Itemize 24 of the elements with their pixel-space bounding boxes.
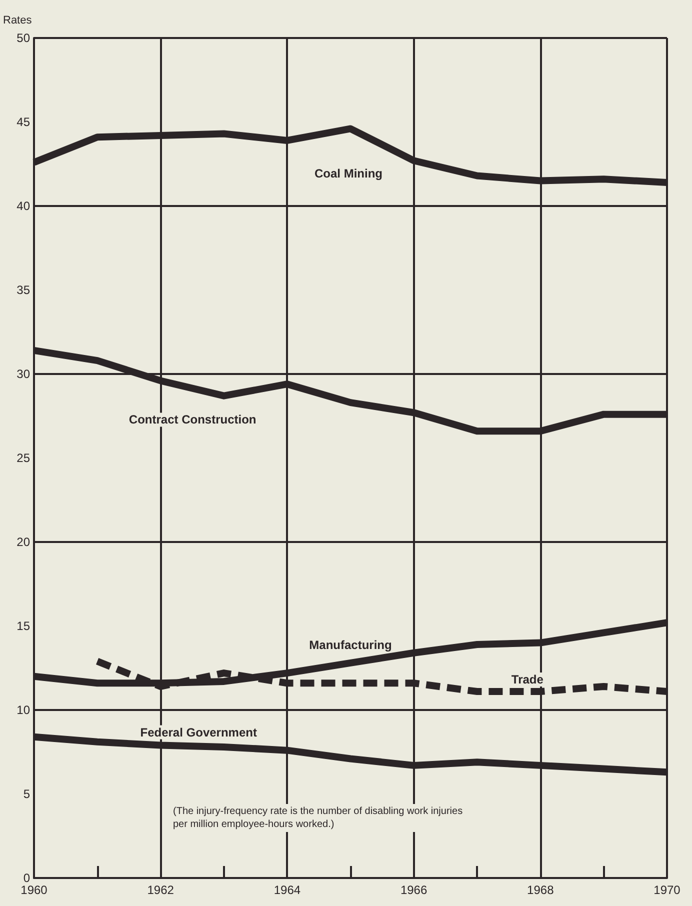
y-tick-label: 5 [23, 787, 30, 801]
x-tick-label: 1966 [400, 883, 428, 897]
y-tick-label: 10 [16, 703, 30, 717]
series-label: Trade [511, 672, 544, 687]
y-tick-label: 15 [16, 619, 30, 633]
x-tick-label: 1962 [147, 883, 174, 897]
y-tick-label: 30 [16, 367, 30, 381]
x-tick-label: 1968 [527, 883, 554, 897]
series-label: Federal Government [140, 725, 257, 740]
y-tick-label: 25 [16, 451, 30, 465]
y-axis-title: Rates [3, 14, 32, 26]
x-tick-label: 1964 [274, 883, 301, 897]
series-label: Coal Mining [314, 166, 382, 181]
y-tick-label: 40 [16, 199, 30, 213]
y-tick-label: 0 [23, 871, 30, 885]
x-tick-label: 1970 [654, 883, 681, 897]
y-tick-label: 45 [16, 115, 30, 129]
annotation: (The injury-frequency rate is the number of disabling work injuries per million employee-hours worked.) [173, 806, 466, 830]
y-tick-label: 35 [16, 283, 30, 297]
y-tick-label: 20 [16, 535, 30, 549]
x-tick-label: 1960 [20, 883, 48, 897]
y-tick-label: 50 [16, 31, 30, 45]
series-label: Manufacturing [309, 638, 392, 652]
series-label: Contract Construction [128, 412, 256, 427]
